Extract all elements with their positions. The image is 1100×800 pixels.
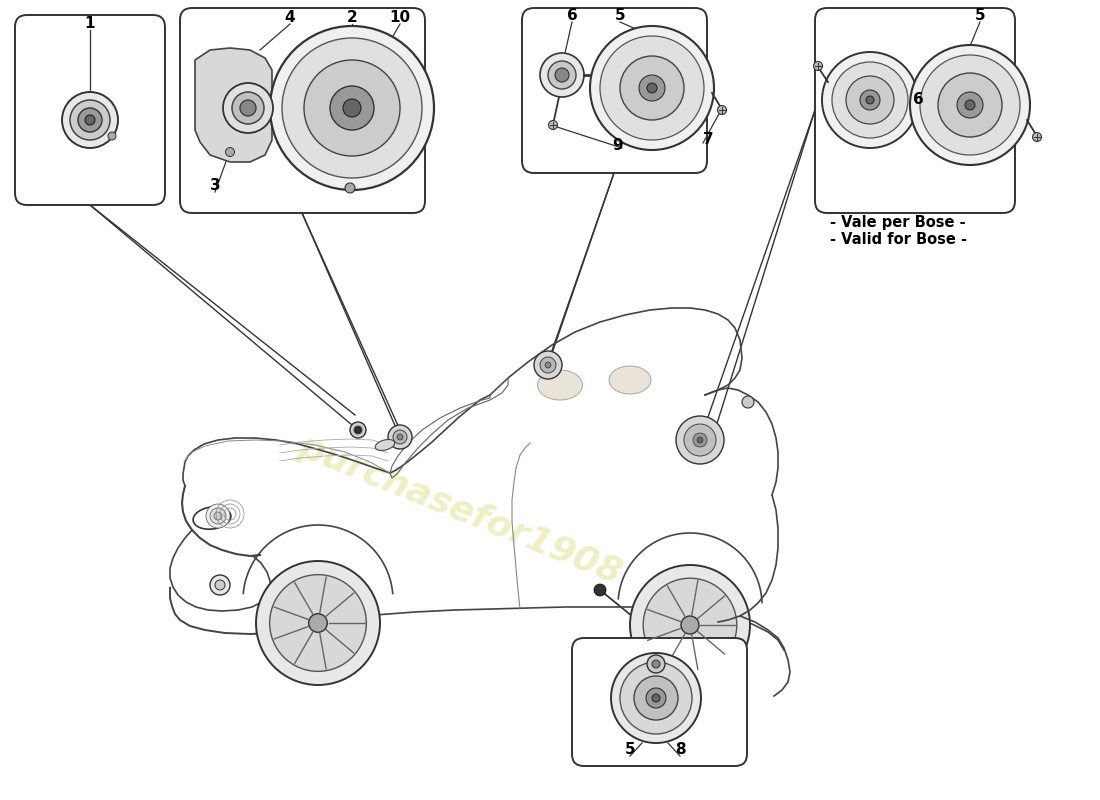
Circle shape — [646, 688, 666, 708]
Circle shape — [1033, 133, 1042, 142]
Circle shape — [597, 70, 607, 80]
Circle shape — [846, 76, 894, 124]
FancyBboxPatch shape — [15, 15, 165, 205]
Circle shape — [70, 100, 110, 140]
Circle shape — [620, 662, 692, 734]
Circle shape — [223, 83, 273, 133]
Circle shape — [214, 512, 222, 520]
Circle shape — [282, 38, 422, 178]
Circle shape — [594, 584, 606, 596]
Circle shape — [534, 351, 562, 379]
Circle shape — [866, 96, 874, 104]
Text: 7: 7 — [703, 133, 713, 147]
Circle shape — [610, 653, 701, 743]
Circle shape — [549, 121, 558, 130]
Circle shape — [210, 508, 225, 524]
Text: 8: 8 — [674, 742, 685, 758]
FancyBboxPatch shape — [815, 8, 1015, 213]
Text: 4: 4 — [285, 10, 295, 26]
Circle shape — [540, 53, 584, 97]
Circle shape — [256, 561, 380, 685]
Text: purchasefor1908: purchasefor1908 — [294, 430, 627, 590]
Circle shape — [600, 36, 704, 140]
Text: - Vale per Bose -: - Vale per Bose - — [830, 214, 966, 230]
Circle shape — [355, 427, 361, 433]
Circle shape — [693, 433, 707, 447]
Circle shape — [920, 55, 1020, 155]
Circle shape — [697, 437, 703, 443]
Ellipse shape — [609, 366, 651, 394]
Circle shape — [717, 106, 726, 114]
Circle shape — [210, 575, 230, 595]
Text: - Valid for Bose -: - Valid for Bose - — [830, 233, 967, 247]
Text: 5: 5 — [625, 742, 636, 758]
Circle shape — [647, 655, 666, 673]
Circle shape — [630, 565, 750, 685]
Polygon shape — [195, 48, 272, 162]
Circle shape — [85, 115, 95, 125]
Circle shape — [652, 660, 660, 668]
Circle shape — [860, 90, 880, 110]
Text: 9: 9 — [613, 138, 624, 153]
Circle shape — [226, 147, 234, 157]
Circle shape — [397, 434, 403, 440]
Circle shape — [652, 694, 660, 702]
Circle shape — [240, 100, 256, 116]
Circle shape — [544, 362, 551, 368]
FancyBboxPatch shape — [180, 8, 425, 213]
Circle shape — [330, 86, 374, 130]
Circle shape — [304, 60, 400, 156]
Circle shape — [676, 416, 724, 464]
Circle shape — [832, 62, 908, 138]
Circle shape — [354, 426, 362, 434]
Circle shape — [343, 99, 361, 117]
Circle shape — [634, 676, 678, 720]
Polygon shape — [390, 378, 508, 478]
Circle shape — [965, 100, 975, 110]
Text: 10: 10 — [389, 10, 410, 26]
Circle shape — [639, 75, 665, 101]
Circle shape — [548, 61, 576, 89]
Text: 6: 6 — [913, 93, 923, 107]
FancyBboxPatch shape — [572, 638, 747, 766]
Text: 6: 6 — [566, 9, 578, 23]
Circle shape — [62, 92, 118, 148]
Text: 1: 1 — [85, 17, 96, 31]
Circle shape — [345, 183, 355, 193]
Circle shape — [647, 83, 657, 93]
FancyBboxPatch shape — [522, 8, 707, 173]
Circle shape — [108, 132, 115, 140]
Circle shape — [644, 578, 737, 672]
Circle shape — [957, 92, 983, 118]
Ellipse shape — [375, 439, 395, 450]
Circle shape — [232, 92, 264, 124]
Circle shape — [388, 425, 412, 449]
Circle shape — [206, 504, 230, 528]
Circle shape — [684, 424, 716, 456]
Text: 5: 5 — [615, 9, 625, 23]
Circle shape — [590, 26, 714, 150]
Circle shape — [214, 580, 225, 590]
Circle shape — [350, 422, 366, 438]
Circle shape — [309, 614, 328, 632]
Circle shape — [556, 68, 569, 82]
Circle shape — [78, 108, 102, 132]
Circle shape — [270, 26, 434, 190]
Text: 3: 3 — [210, 178, 220, 193]
Circle shape — [540, 357, 556, 373]
Text: 2: 2 — [346, 10, 358, 26]
Circle shape — [393, 430, 407, 444]
Circle shape — [910, 45, 1030, 165]
Ellipse shape — [538, 370, 583, 400]
Circle shape — [814, 62, 823, 70]
Text: 5: 5 — [975, 9, 986, 23]
Circle shape — [270, 574, 366, 671]
Circle shape — [742, 396, 754, 408]
Circle shape — [620, 56, 684, 120]
Circle shape — [938, 73, 1002, 137]
Circle shape — [822, 52, 918, 148]
Circle shape — [681, 616, 698, 634]
